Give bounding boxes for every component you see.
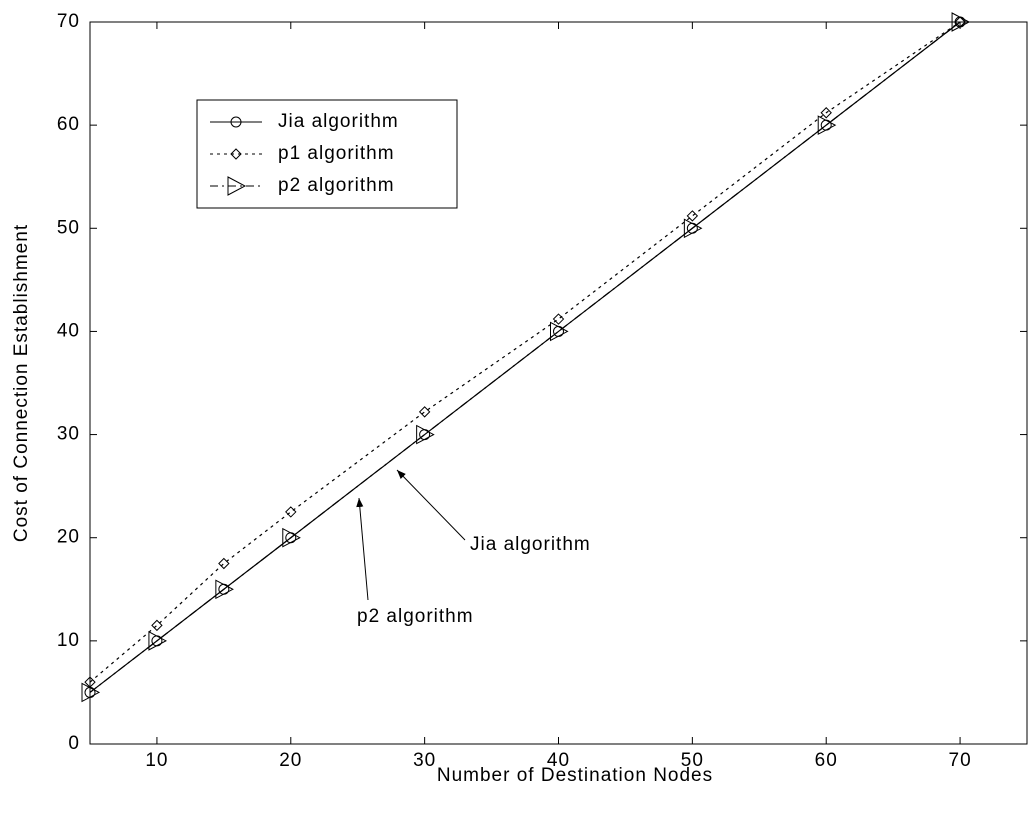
marker xyxy=(416,424,435,445)
marker xyxy=(218,557,230,570)
marker xyxy=(552,313,565,325)
legend: Jia algorithm p1 algorithm p2 algorithm xyxy=(196,99,458,209)
marker xyxy=(951,12,971,32)
legend-label: p1 algorithm xyxy=(278,143,395,164)
marker xyxy=(215,579,234,600)
marker xyxy=(285,506,297,518)
marker xyxy=(820,107,832,119)
x-tick-label: 40 xyxy=(547,750,570,771)
marker xyxy=(817,115,837,135)
marker xyxy=(151,619,163,632)
marker xyxy=(230,116,242,128)
marker xyxy=(418,406,431,418)
marker xyxy=(686,210,699,222)
series-line xyxy=(89,21,961,683)
y-tick-label: 0 xyxy=(68,733,80,754)
annotation: p2 algorithm xyxy=(357,606,474,627)
x-tick-label: 10 xyxy=(145,750,168,771)
y-tick-label: 70 xyxy=(57,11,80,32)
marker xyxy=(81,682,101,703)
legend-label: Jia algorithm xyxy=(278,111,399,132)
y-tick-label: 20 xyxy=(57,527,80,548)
annotation-arrow xyxy=(356,497,369,601)
annotation-arrow xyxy=(396,469,466,541)
x-tick-label: 50 xyxy=(681,750,704,771)
legend-label: p2 algorithm xyxy=(278,175,395,196)
marker xyxy=(282,527,301,548)
marker xyxy=(230,148,242,160)
y-axis-label: Cost of Connection Establishment xyxy=(11,224,32,542)
marker xyxy=(148,631,167,651)
x-tick-label: 20 xyxy=(279,750,302,771)
marker xyxy=(550,321,569,342)
x-axis-label: Number of Destination Nodes xyxy=(437,765,713,786)
x-tick-label: 30 xyxy=(413,750,436,771)
annotation: Jia algorithm xyxy=(470,534,591,555)
x-tick-label: 60 xyxy=(815,750,838,771)
y-tick-label: 40 xyxy=(57,320,80,341)
marker xyxy=(227,176,247,196)
y-tick-label: 10 xyxy=(57,630,80,651)
marker xyxy=(683,218,703,239)
series-line xyxy=(89,21,961,693)
y-tick-label: 60 xyxy=(57,114,80,135)
y-tick-label: 50 xyxy=(57,217,80,238)
x-tick-label: 70 xyxy=(949,750,972,771)
y-tick-label: 30 xyxy=(57,424,80,445)
